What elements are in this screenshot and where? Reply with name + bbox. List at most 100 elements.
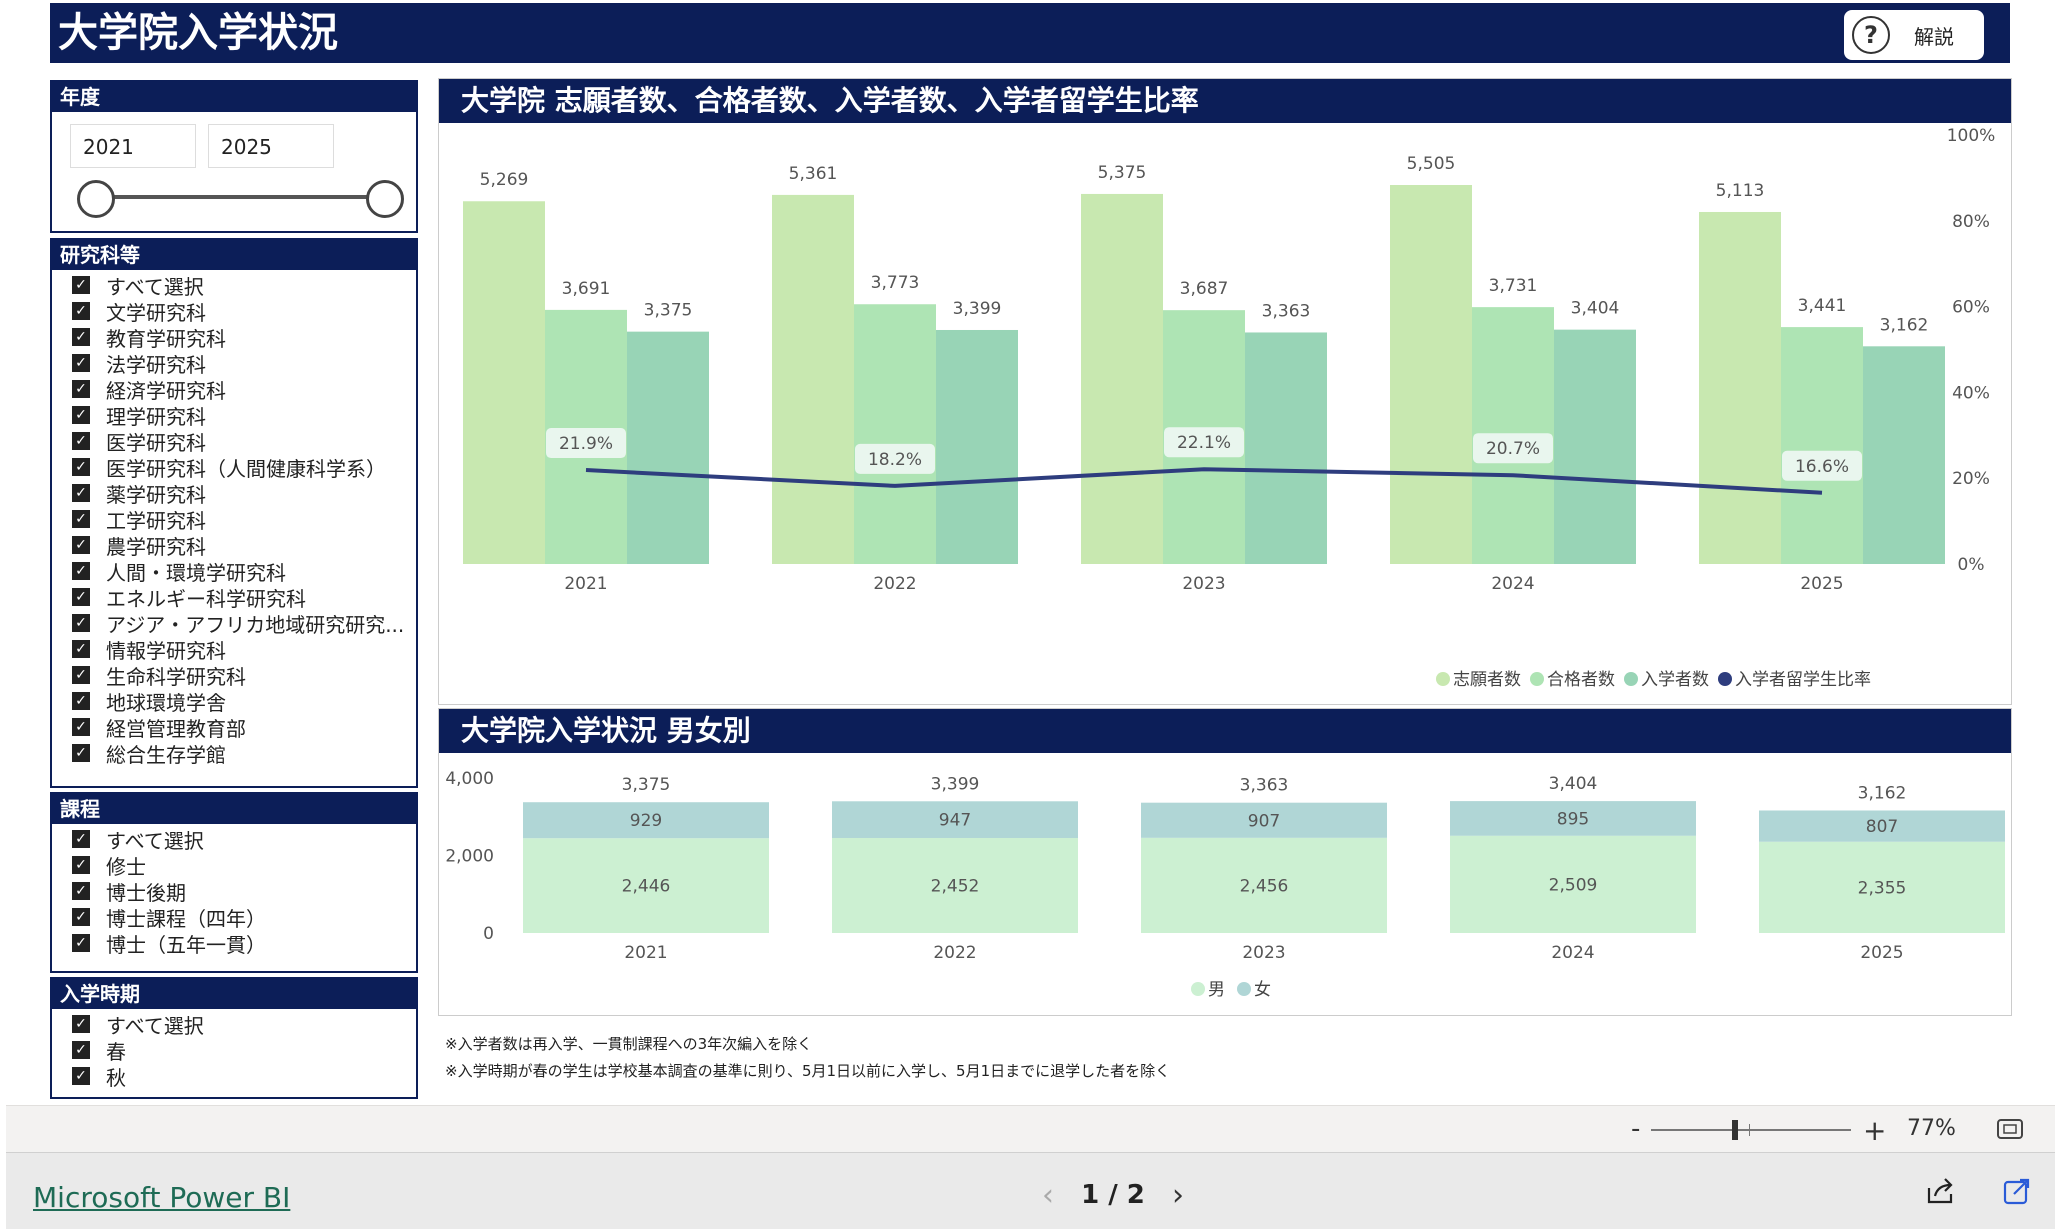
checkbox-checked-icon[interactable]: ✓	[72, 830, 90, 848]
course-option[interactable]: ✓ 修士	[72, 852, 416, 879]
checkbox-checked-icon[interactable]: ✓	[72, 744, 90, 762]
department-option[interactable]: ✓ 人間・環境学研究科	[72, 558, 416, 585]
term-option[interactable]: ✓ すべて選択	[72, 1011, 416, 1038]
term-option[interactable]: ✓ 春	[72, 1037, 416, 1064]
checkbox-checked-icon[interactable]: ✓	[72, 1041, 90, 1059]
year-from-input[interactable]: 2021	[70, 124, 196, 168]
department-option[interactable]: ✓ すべて選択	[72, 272, 416, 299]
department-option[interactable]: ✓ 医学研究科	[72, 428, 416, 455]
department-option[interactable]: ✓ 文学研究科	[72, 298, 416, 325]
checkbox-checked-icon[interactable]: ✓	[72, 614, 90, 632]
course-option[interactable]: ✓ 博士後期	[72, 878, 416, 905]
department-option-label: 人間・環境学研究科	[106, 560, 286, 585]
checkbox-checked-icon[interactable]: ✓	[72, 510, 90, 528]
fit-to-page-icon[interactable]	[1996, 1117, 2024, 1141]
bar-value-label: 3,691	[562, 279, 611, 299]
year-to-input[interactable]: 2025	[208, 124, 334, 168]
department-option[interactable]: ✓ 地球環境学舎	[72, 688, 416, 715]
zoom-slider-thumb[interactable]	[1732, 1120, 1738, 1140]
department-option[interactable]: ✓ 経済学研究科	[72, 376, 416, 403]
checkbox-checked-icon[interactable]: ✓	[72, 458, 90, 476]
y-axis-tick-label: 4,000	[445, 769, 494, 789]
department-slicer-title: 研究科等	[52, 240, 416, 270]
checkbox-checked-icon[interactable]: ✓	[72, 692, 90, 710]
term-option-label: 春	[106, 1039, 126, 1064]
course-option-label: 博士後期	[106, 880, 186, 905]
course-option[interactable]: ✓ 博士（五年一貫）	[72, 930, 416, 957]
gender-chart[interactable]: 0 2,000 4,000 2,446 929 3,375 2021 2,452 947 3,39…	[439, 753, 2011, 1015]
bar-value-label: 5,375	[1098, 163, 1147, 183]
department-option[interactable]: ✓ 医学研究科（人間健康科学系）	[72, 454, 416, 481]
department-option-label: 教育学研究科	[106, 326, 226, 351]
department-option[interactable]: ✓ エネルギー科学研究科	[72, 584, 416, 611]
department-option[interactable]: ✓ 教育学研究科	[72, 324, 416, 351]
checkbox-checked-icon[interactable]: ✓	[72, 882, 90, 900]
department-option[interactable]: ✓ 農学研究科	[72, 532, 416, 559]
department-option[interactable]: ✓ 経営管理教育部	[72, 714, 416, 741]
course-option-label: 修士	[106, 854, 146, 879]
checkbox-checked-icon[interactable]: ✓	[72, 856, 90, 874]
checkbox-checked-icon[interactable]: ✓	[72, 562, 90, 580]
department-option-label: 医学研究科（人間健康科学系）	[106, 456, 386, 481]
bar-value-label: 3,731	[1489, 276, 1538, 296]
ratio-value-label: 20.7%	[1486, 439, 1540, 459]
department-option[interactable]: ✓ 生命科学研究科	[72, 662, 416, 689]
stacked-bar-女	[1759, 810, 2005, 842]
checkbox-checked-icon[interactable]: ✓	[72, 432, 90, 450]
legend-marker	[1237, 982, 1251, 996]
department-option[interactable]: ✓ 法学研究科	[72, 350, 416, 377]
legend-label: 志願者数	[1453, 670, 1521, 690]
term-option[interactable]: ✓ 秋	[72, 1063, 416, 1090]
previous-page-button[interactable]: ‹	[1042, 1177, 1054, 1213]
segment-value-label: 2,355	[1858, 878, 1907, 898]
zoom-in-button[interactable]: +	[1863, 1114, 1887, 1147]
checkbox-checked-icon[interactable]: ✓	[72, 666, 90, 684]
stacked-bar-男	[832, 837, 1078, 933]
checkbox-checked-icon[interactable]: ✓	[72, 1067, 90, 1085]
gender-chart-title: 大学院入学状況 男女別	[439, 709, 2011, 753]
checkbox-checked-icon[interactable]: ✓	[72, 718, 90, 736]
department-option[interactable]: ✓ 工学研究科	[72, 506, 416, 533]
next-page-button[interactable]: ›	[1172, 1177, 1184, 1213]
checkbox-checked-icon[interactable]: ✓	[72, 276, 90, 294]
year-range-end-handle[interactable]	[366, 180, 404, 218]
open-in-new-window-icon[interactable]	[2002, 1176, 2032, 1206]
course-option[interactable]: ✓ 博士課程（四年）	[72, 904, 416, 931]
checkbox-checked-icon[interactable]: ✓	[72, 328, 90, 346]
zoom-out-button[interactable]: -	[1631, 1114, 1641, 1144]
checkbox-checked-icon[interactable]: ✓	[72, 380, 90, 398]
share-icon[interactable]	[1925, 1176, 1957, 1206]
checkbox-checked-icon[interactable]: ✓	[72, 934, 90, 952]
department-option[interactable]: ✓ アジア・アフリカ地域研究研究...	[72, 610, 416, 637]
checkbox-checked-icon[interactable]: ✓	[72, 484, 90, 502]
department-option[interactable]: ✓ 総合生存学館	[72, 740, 416, 767]
applicants-chart[interactable]: 0% 20% 40% 60% 80% 100% 5,269 3,691 3,375 2021 5,3…	[439, 123, 2011, 704]
department-option[interactable]: ✓ 情報学研究科	[72, 636, 416, 663]
department-option[interactable]: ✓ 理学研究科	[72, 402, 416, 429]
bar-value-label: 3,404	[1571, 299, 1620, 319]
checkbox-checked-icon[interactable]: ✓	[72, 354, 90, 372]
right-axis-tick-label: 80%	[1952, 212, 1990, 232]
term-options: ✓ すべて選択 ✓ 春 ✓ 秋	[52, 1009, 416, 1090]
checkbox-checked-icon[interactable]: ✓	[72, 1015, 90, 1033]
legend-label: 女	[1254, 980, 1271, 1000]
course-slicer-title: 課程	[52, 794, 416, 824]
note-2: ※入学時期が春の学生は学校基本調査の基準に則り、5月1日以前に入学し、5月1日ま…	[445, 1062, 1171, 1080]
checkbox-checked-icon[interactable]: ✓	[72, 588, 90, 606]
power-bi-link[interactable]: Microsoft Power BI	[33, 1181, 291, 1214]
year-range-track[interactable]	[96, 195, 386, 199]
checkbox-checked-icon[interactable]: ✓	[72, 536, 90, 554]
zoom-slider-track[interactable]	[1651, 1129, 1851, 1131]
year-range-start-handle[interactable]	[77, 180, 115, 218]
checkbox-checked-icon[interactable]: ✓	[72, 406, 90, 424]
segment-value-label: 2,446	[622, 877, 671, 897]
ratio-value-label: 22.1%	[1177, 433, 1231, 453]
department-option[interactable]: ✓ 薬学研究科	[72, 480, 416, 507]
course-option[interactable]: ✓ すべて選択	[72, 826, 416, 853]
term-slicer: 入学時期 ✓ すべて選択 ✓ 春 ✓ 秋	[50, 977, 418, 1099]
checkbox-checked-icon[interactable]: ✓	[72, 908, 90, 926]
checkbox-checked-icon[interactable]: ✓	[72, 302, 90, 320]
checkbox-checked-icon[interactable]: ✓	[72, 640, 90, 658]
course-option-label: 博士（五年一貫）	[106, 932, 266, 957]
help-button[interactable]: ? 解説	[1844, 10, 1984, 60]
